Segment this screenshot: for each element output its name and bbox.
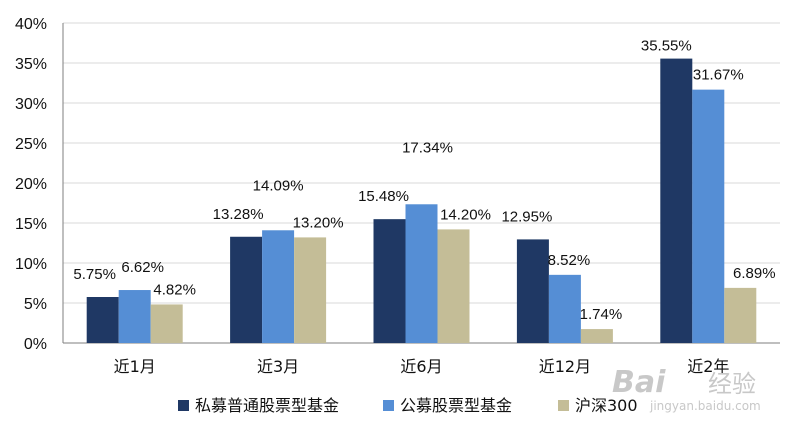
x-tick-label: 近3月 bbox=[257, 357, 299, 376]
legend-swatch bbox=[558, 400, 569, 411]
legend-swatch bbox=[178, 400, 189, 411]
legend-label: 私募普通股票型基金 bbox=[195, 396, 339, 415]
bar bbox=[373, 219, 406, 343]
x-tick-label: 近6月 bbox=[400, 357, 442, 376]
y-tick-label: 0% bbox=[24, 336, 47, 353]
bar bbox=[294, 237, 327, 343]
data-label: 8.52% bbox=[548, 252, 591, 269]
bar bbox=[230, 236, 263, 343]
data-label: 13.20% bbox=[293, 214, 344, 231]
bar bbox=[516, 239, 549, 343]
legend-label: 公募股票型基金 bbox=[400, 396, 512, 415]
data-label: 4.82% bbox=[153, 281, 196, 298]
data-label: 15.48% bbox=[358, 188, 409, 205]
y-tick-label: 25% bbox=[15, 136, 47, 153]
bar bbox=[692, 89, 725, 343]
data-label: 13.28% bbox=[213, 206, 264, 223]
data-label: 31.67% bbox=[693, 67, 744, 84]
bar bbox=[580, 329, 613, 343]
y-tick-label: 30% bbox=[15, 96, 47, 113]
y-tick-label: 5% bbox=[24, 296, 47, 313]
watermark-logo-suffix: 经验 bbox=[708, 370, 756, 398]
legend-label: 沪深300 bbox=[575, 396, 638, 415]
bar bbox=[660, 58, 693, 343]
bar bbox=[405, 204, 438, 343]
y-tick-label: 15% bbox=[15, 216, 47, 233]
data-label: 14.09% bbox=[253, 177, 304, 194]
y-tick-label: 40% bbox=[15, 16, 47, 33]
bar bbox=[262, 230, 295, 343]
x-tick-label: 近2年 bbox=[687, 357, 729, 376]
bar bbox=[548, 274, 581, 343]
data-label: 12.95% bbox=[501, 208, 552, 225]
y-tick-label: 20% bbox=[15, 176, 47, 193]
y-tick-label: 10% bbox=[15, 256, 47, 273]
x-tick-label: 近12月 bbox=[539, 357, 591, 376]
data-label: 5.75% bbox=[73, 266, 116, 283]
bar bbox=[724, 287, 757, 343]
watermark-url: jingyan.baidu.com bbox=[649, 399, 761, 413]
data-label: 6.62% bbox=[121, 259, 164, 276]
bar bbox=[118, 290, 151, 343]
bar bbox=[150, 304, 183, 343]
legend-swatch bbox=[383, 400, 394, 411]
bar bbox=[86, 297, 119, 343]
y-tick-label: 35% bbox=[15, 56, 47, 73]
bar bbox=[437, 229, 470, 343]
data-label: 6.89% bbox=[733, 265, 776, 282]
watermark-logo: Bai bbox=[612, 365, 666, 400]
data-label: 35.55% bbox=[641, 38, 692, 55]
x-tick-label: 近1月 bbox=[114, 357, 156, 376]
data-label: 17.34% bbox=[402, 139, 453, 156]
data-label: 14.20% bbox=[440, 206, 491, 223]
data-label: 1.74% bbox=[580, 306, 623, 323]
